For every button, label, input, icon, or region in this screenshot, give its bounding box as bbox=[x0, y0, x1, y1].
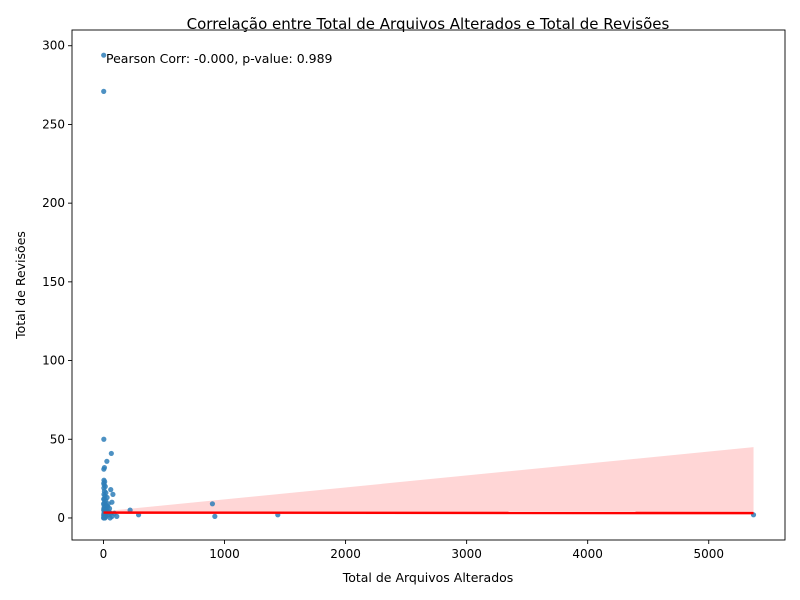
correlation-annotation: Pearson Corr: -0.000, p-value: 0.989 bbox=[106, 51, 333, 66]
data-point bbox=[108, 487, 114, 493]
y-tick-label: 300 bbox=[42, 39, 65, 53]
data-point bbox=[110, 491, 116, 497]
plot-frame bbox=[71, 29, 786, 541]
data-point bbox=[108, 450, 114, 457]
x-tick-label: 4000 bbox=[572, 547, 603, 561]
data-point bbox=[212, 513, 218, 519]
y-tick-label: 200 bbox=[42, 196, 65, 210]
y-axis: 0 50 100 150 200 250 300 bbox=[42, 39, 72, 525]
x-tick-label: 2000 bbox=[330, 547, 361, 561]
data-point bbox=[101, 52, 107, 58]
data-point bbox=[209, 501, 216, 507]
confidence-band bbox=[103, 447, 754, 515]
x-axis: 0 1000 2000 3000 4000 5000 bbox=[100, 540, 724, 561]
chart-title: Correlação entre Total de Arquivos Alter… bbox=[187, 15, 670, 33]
data-point bbox=[114, 513, 120, 519]
plot-area bbox=[100, 52, 757, 521]
data-point bbox=[101, 88, 107, 94]
data-point bbox=[101, 466, 107, 472]
y-axis-label: Total de Revisões bbox=[13, 231, 28, 340]
data-point bbox=[127, 507, 133, 513]
x-tick-label: 0 bbox=[100, 547, 108, 561]
x-tick-label: 1000 bbox=[209, 547, 240, 561]
y-tick-label: 150 bbox=[42, 275, 65, 289]
y-tick-label: 250 bbox=[42, 117, 65, 131]
data-point bbox=[107, 515, 113, 521]
x-axis-label: Total de Arquivos Alterados bbox=[342, 570, 514, 585]
y-tick-label: 50 bbox=[50, 432, 65, 446]
y-tick-label: 0 bbox=[57, 511, 65, 525]
data-point bbox=[104, 458, 110, 464]
data-point bbox=[101, 436, 107, 442]
data-point bbox=[101, 515, 107, 521]
x-tick-label: 5000 bbox=[693, 547, 724, 561]
y-tick-label: 100 bbox=[42, 354, 65, 368]
x-tick-label: 3000 bbox=[451, 547, 482, 561]
